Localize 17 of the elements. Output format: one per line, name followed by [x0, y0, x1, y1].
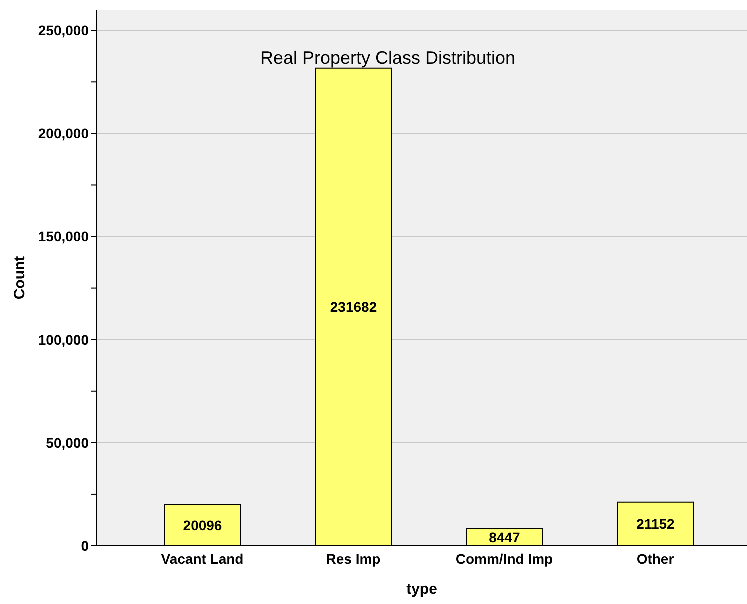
x-tick-label: Comm/Ind Imp [456, 550, 554, 567]
y-tick-label: 250,000 [38, 22, 90, 39]
data-label: 21152 [636, 516, 676, 532]
x-axis-title: type [406, 581, 438, 598]
data-label: 231682 [330, 299, 378, 316]
text: Real Property Class Distribution [260, 48, 516, 68]
y-axis-title: Count [11, 256, 28, 300]
data-label: 8447 [489, 529, 521, 546]
y-tick-label: 100,000 [38, 332, 90, 348]
data-label: 20096 [183, 517, 222, 534]
x-tick-label: Res Imp [326, 550, 381, 567]
y-tick-label: 0 [81, 538, 90, 554]
y-tick-label: 150,000 [38, 228, 90, 245]
y-tick-label: 50,000 [46, 434, 90, 451]
x-tick-label: Other [636, 550, 675, 567]
x-tick-label: Vacant Land [161, 550, 244, 567]
y-tick-label: 200,000 [38, 126, 90, 142]
